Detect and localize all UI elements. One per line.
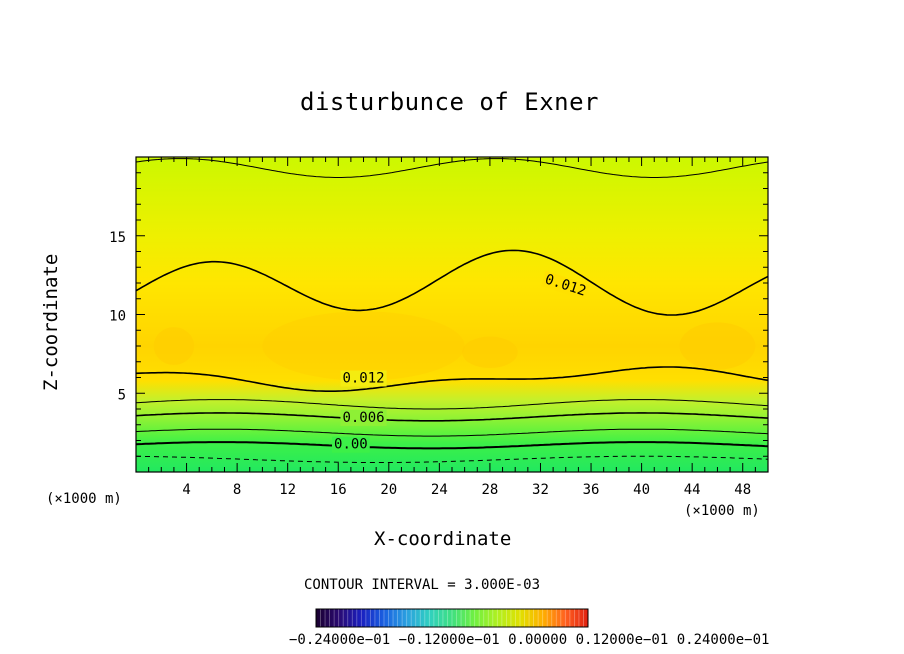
x-tick-label: 28 xyxy=(481,482,498,498)
contour-0.012-upper xyxy=(136,249,768,316)
chart-title: disturbunce of Exner xyxy=(300,88,599,116)
x-tick-label: 36 xyxy=(583,482,600,498)
contour-label-text: 0.012 xyxy=(342,371,384,387)
x-tick-label: 8 xyxy=(233,482,241,498)
contour-label-bg xyxy=(340,370,387,387)
y-axis-ticks: 5 10 15 xyxy=(109,172,768,457)
x-tick-label: 48 xyxy=(734,482,751,498)
x-tick-label: 20 xyxy=(380,482,397,498)
contour-lines xyxy=(136,158,768,463)
x-unit-label-left: (×1000 m) xyxy=(46,491,122,507)
x-tick-label: 4 xyxy=(182,482,190,498)
colorbar-frame xyxy=(315,608,589,628)
colorbar xyxy=(315,608,589,628)
x-unit-label-right: (×1000 m) xyxy=(684,503,760,519)
contour-label-text: 0.00 xyxy=(334,437,368,453)
y-tick-label: 10 xyxy=(109,309,126,325)
contour-0.009 xyxy=(136,399,768,410)
field-core-blob xyxy=(153,327,195,365)
field-core-blob xyxy=(462,336,518,369)
contour-label: 0.00 xyxy=(332,436,370,453)
x-tick-label: 12 xyxy=(279,482,296,498)
field-core-blob xyxy=(679,322,756,370)
contour-0.012-lower xyxy=(136,366,768,392)
x-axis-ticks: 4 8 12 16 20 24 28 32 36 40 44 48 xyxy=(148,157,756,498)
contour-label-text: 0.006 xyxy=(342,410,384,426)
contour-negative xyxy=(136,455,768,463)
y-tick-label: 15 xyxy=(109,230,126,246)
contour-0.000 xyxy=(136,441,768,450)
y-axis-label: Z-coordinate xyxy=(40,253,62,391)
contour-0.003 xyxy=(136,428,768,437)
contour-label: 0.012 xyxy=(340,370,387,387)
contour-interval-text: CONTOUR INTERVAL = 3.000E-03 xyxy=(304,577,541,593)
x-tick-label: 44 xyxy=(684,482,701,498)
colorbar-tick-labels: −0.24000e−01 −0.12000e−01 0.00000 0.1200… xyxy=(289,632,770,648)
x-tick-label: 40 xyxy=(633,482,650,498)
x-tick-label: 24 xyxy=(431,482,448,498)
field-core-blob xyxy=(262,311,465,381)
contour-0.006 xyxy=(136,412,768,422)
contour-label-bg xyxy=(332,436,370,453)
x-axis-label: X-coordinate xyxy=(374,528,512,550)
contour-label-bg xyxy=(340,409,387,426)
x-tick-label: 32 xyxy=(532,482,549,498)
y-tick-label: 5 xyxy=(118,387,126,403)
colorbar-fill xyxy=(316,609,588,627)
x-tick-label: 16 xyxy=(330,482,347,498)
contour-label-bg xyxy=(541,270,590,301)
contour-label: 0.006 xyxy=(340,409,387,426)
